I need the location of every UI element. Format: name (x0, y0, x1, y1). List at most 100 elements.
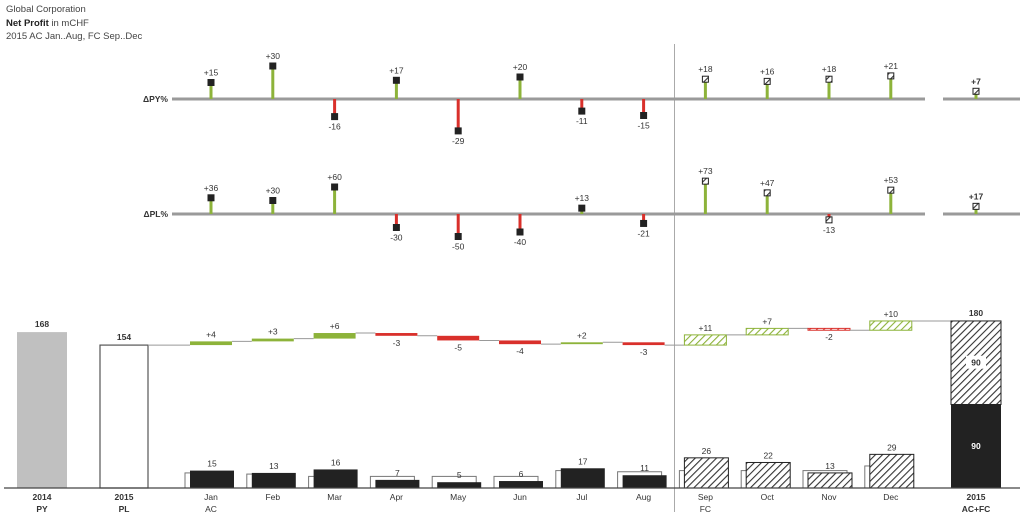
delta_pl_pct-pin-apr-label: -30 (390, 233, 403, 243)
value-label-jun: 6 (519, 469, 524, 479)
delta_py_pct-pin-sep-label: +18 (698, 64, 713, 74)
value-label-jul: 17 (578, 456, 588, 466)
month-label-nov: Nov (821, 492, 837, 502)
py-scenario-label: PY (36, 504, 48, 514)
company-name: Global Corporation (6, 4, 86, 15)
measure-title: Net Profit in mCHF (6, 17, 142, 31)
value-label-sep: 26 (702, 446, 712, 456)
month-label-feb: Feb (265, 492, 280, 502)
variance-bar-jun (499, 340, 541, 345)
value-bar-oct (745, 461, 791, 489)
month-label-dec: Dec (883, 492, 899, 502)
month-label-jan: Jan (204, 492, 218, 502)
variance-label-jan: +4 (206, 329, 216, 339)
delta_py_pct-pin-jul-label: -11 (576, 116, 588, 126)
delta_py_pct-pin-feb-head (269, 62, 277, 70)
value-bar-sep (683, 457, 729, 489)
month-label-mar: Mar (327, 492, 342, 502)
delta_pl_pct-pin-aug-head (640, 219, 648, 227)
delta_py_pct-pin-total-head (972, 87, 980, 95)
variance-bar-oct (745, 327, 789, 336)
delta_pl_pct-pin-jun-head (516, 228, 524, 236)
measure-unit: in mCHF (48, 17, 89, 29)
value-bar-mar (313, 469, 358, 488)
delta_py_pct-pin-jun-head (516, 73, 524, 81)
delta_py_pct-pin-aug-label: -15 (637, 121, 650, 131)
variance-bar-aug (622, 342, 665, 346)
delta_py_pct-pin-may-label: -29 (452, 136, 465, 146)
variance-label-jul: +2 (577, 330, 587, 340)
month-label-may: May (450, 492, 467, 502)
pl-total-label: 154 (117, 332, 131, 342)
pl-total-bar (99, 344, 149, 489)
py-year-label: 2014 (33, 492, 52, 502)
value-label-may: 5 (457, 470, 462, 480)
variance-bar-apr (375, 333, 418, 336)
delta_pl_pct-pin-total-head (972, 202, 980, 210)
delta_pl_pct-pin-dec-head (887, 186, 895, 194)
acfc-scenario-label: AC+FC (962, 504, 991, 514)
month-label-aug: Aug (636, 492, 651, 502)
delta_py_pct-pin-feb-label: +30 (266, 51, 281, 61)
delta_pl_pct-pin-may-label: -50 (452, 242, 465, 252)
variance-label-mar: +6 (330, 321, 340, 331)
value-label-feb: 13 (269, 461, 279, 471)
pl-year-label: 2015 (115, 492, 134, 502)
delta_pl_pct-pin-jan-label: +36 (204, 183, 219, 193)
delta_py_pct-pin-apr-head (392, 76, 400, 84)
delta_py_pct-pin-nov-label: +18 (822, 64, 837, 74)
chart-marks: ΔPY%+15+30-16+17-29+20-11 -15+18 +16 +18 +21… (4, 44, 1020, 514)
delta_py_pct-pin-total-label: +7 (971, 76, 981, 86)
variance-bar-jul (560, 342, 603, 345)
delta_py_pct-pin-dec-head (887, 72, 895, 80)
month-label-jul: Jul (576, 492, 587, 502)
period-subtitle: 2015 AC Jan..Aug, FC Sep..Dec (6, 31, 143, 42)
value-label-dec: 29 (887, 442, 897, 452)
month-label-sep: Sep (698, 492, 713, 502)
delta_py_pct-pin-mar-head (331, 113, 339, 121)
delta_py_pct-pin-jan-head (207, 79, 215, 86)
delta_pl_pct-pin-jun-label: -40 (514, 237, 527, 247)
delta_pl_pct-pin-jul-head (578, 204, 586, 212)
delta_py_pct-pin-nov-head (825, 75, 833, 83)
delta_pl_pct-pin-feb-label: +30 (266, 186, 281, 196)
value-bar-apr (375, 479, 420, 488)
chart-header: Global Corporation Net Profit in mCHF 20… (6, 3, 142, 44)
variance-label-dec: +10 (884, 309, 899, 319)
month-label-apr: Apr (390, 492, 403, 502)
scenario-label-fc: FC (700, 504, 711, 514)
delta_pl_pct-pin-dec-label: +53 (884, 175, 899, 185)
value-label-jan: 15 (207, 459, 217, 469)
value-bar-nov (807, 472, 853, 489)
value-bar-feb (251, 472, 296, 488)
scenario-label-ac: AC (205, 504, 217, 514)
delta_py_pct-pin-may-head (454, 127, 462, 135)
value-bar-may (437, 482, 482, 488)
acfc-forecast-label: 90 (971, 358, 981, 368)
py-total-bar (17, 332, 67, 488)
acfc-total-label: 180 (969, 308, 983, 318)
variance-label-aug: -3 (640, 347, 648, 357)
value-label-apr: 7 (395, 468, 400, 478)
variance-bar-feb (251, 338, 294, 342)
value-label-mar: 16 (331, 457, 341, 467)
value-bar-jun (499, 481, 543, 488)
variance-label-apr: -3 (393, 338, 401, 348)
variance-label-may: -5 (454, 342, 462, 352)
variance-bar-mar (313, 333, 356, 339)
delta_py_pct-pin-jul-head (578, 107, 586, 115)
delta_pl_pct-pin-mar-head (331, 183, 339, 191)
value-bar-aug (622, 475, 667, 488)
delta_pl_pct-pin-oct-head (763, 189, 771, 197)
value-bar-jul (560, 468, 605, 488)
delta_pl_pct-pin-sep-label: +73 (698, 166, 713, 176)
delta_pl_pct-pin-jul-label: +13 (575, 193, 590, 203)
delta_pl_pct-pin-nov-label: -13 (823, 225, 836, 235)
delta_pl_pct-pin-sep-head (701, 177, 709, 185)
delta_pl_pct-pin-mar-label: +60 (327, 172, 342, 182)
delta_py_pct-axis-label: ΔPY% (143, 94, 168, 104)
delta_pl_pct-pin-nov-head (825, 216, 833, 224)
variance-bar-jan (190, 341, 232, 346)
delta_pl_pct-pin-may-head (454, 233, 462, 240)
py-total-label: 168 (35, 319, 49, 329)
